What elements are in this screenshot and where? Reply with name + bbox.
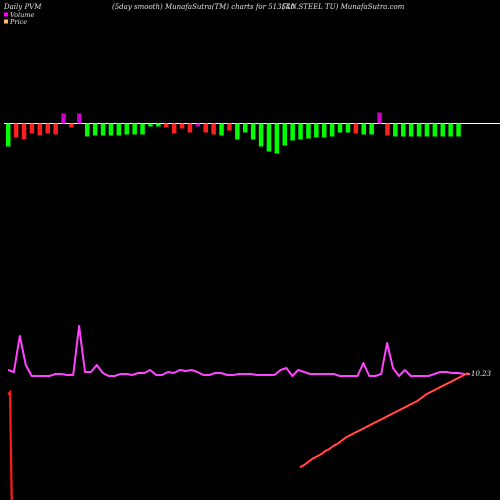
header-mid: (5day smooth) MunafaSutra(TM) charts for…	[112, 3, 295, 11]
volume-bar	[408, 123, 414, 137]
volume-bar	[61, 113, 66, 124]
volume-bar	[258, 123, 264, 147]
volume-bar	[132, 123, 137, 135]
volume-bar	[227, 123, 232, 131]
volume-bar	[250, 123, 256, 140]
volume-bar	[195, 123, 201, 127]
legend-price-swatch	[4, 19, 8, 24]
volume-bar	[345, 123, 351, 133]
volume-bar	[243, 123, 248, 133]
volume-bar	[385, 123, 390, 136]
volume-bar	[171, 123, 177, 134]
volume-bar	[164, 123, 169, 128]
volume-bar	[116, 123, 122, 136]
legend-volume-swatch	[4, 12, 8, 17]
volume-bar	[337, 123, 343, 133]
volume-bar	[314, 123, 319, 138]
price-line-start	[7, 389, 13, 500]
volume-smooth-line	[7, 325, 470, 377]
volume-bar	[179, 123, 185, 129]
volume-bar	[85, 123, 90, 137]
volume-bar	[290, 123, 295, 141]
volume-bar	[100, 123, 106, 136]
volume-bar	[353, 123, 359, 134]
volume-bar	[211, 123, 216, 135]
volume-bar	[203, 123, 208, 133]
header-right: (T.N.STEEL TU) MunafaSutra.com	[282, 3, 405, 11]
volume-bar	[6, 123, 11, 147]
volume-bar	[274, 123, 280, 154]
volume-bar	[53, 123, 58, 135]
volume-bar	[29, 123, 35, 134]
volume-bar	[235, 123, 240, 140]
volume-bar	[329, 123, 335, 137]
header-left: Daily PVM	[3, 3, 42, 11]
volume-bar	[266, 123, 272, 152]
volume-bar	[156, 123, 161, 127]
price-line	[299, 372, 469, 469]
volume-bar	[393, 123, 398, 137]
volume-bar	[37, 123, 43, 136]
volume-bar	[369, 123, 374, 135]
volume-bar	[69, 123, 74, 128]
volume-bar	[77, 113, 82, 124]
volume-bar	[187, 123, 193, 133]
volume-bar	[140, 123, 145, 135]
volume-bar	[448, 123, 453, 137]
volume-bar	[306, 123, 311, 139]
volume-bar	[322, 123, 327, 138]
volume-bar	[13, 123, 19, 138]
volume-bar	[21, 123, 27, 140]
price-value-label: 10.23	[471, 370, 492, 378]
price-line-highlight	[299, 372, 469, 468]
volume-bar	[298, 123, 303, 140]
volume-bar	[92, 123, 98, 136]
volume-bar	[361, 123, 366, 135]
volume-bar	[219, 123, 224, 136]
volume-bar	[432, 123, 438, 137]
volume-bar	[148, 123, 153, 127]
volume-bar	[456, 123, 461, 137]
volume-bar	[416, 123, 422, 137]
volume-bar	[45, 123, 50, 134]
volume-bar	[282, 123, 287, 146]
legend-volume-label: Volume	[10, 11, 34, 19]
volume-bar	[401, 123, 406, 137]
volume-bar	[377, 112, 382, 124]
volume-bar	[124, 123, 129, 135]
volume-bars	[6, 112, 461, 154]
volume-bar	[440, 123, 445, 137]
volume-bar	[424, 123, 430, 137]
legend-price-label: Price	[9, 18, 27, 26]
volume-bar	[108, 123, 114, 136]
lines-layer	[7, 325, 470, 500]
